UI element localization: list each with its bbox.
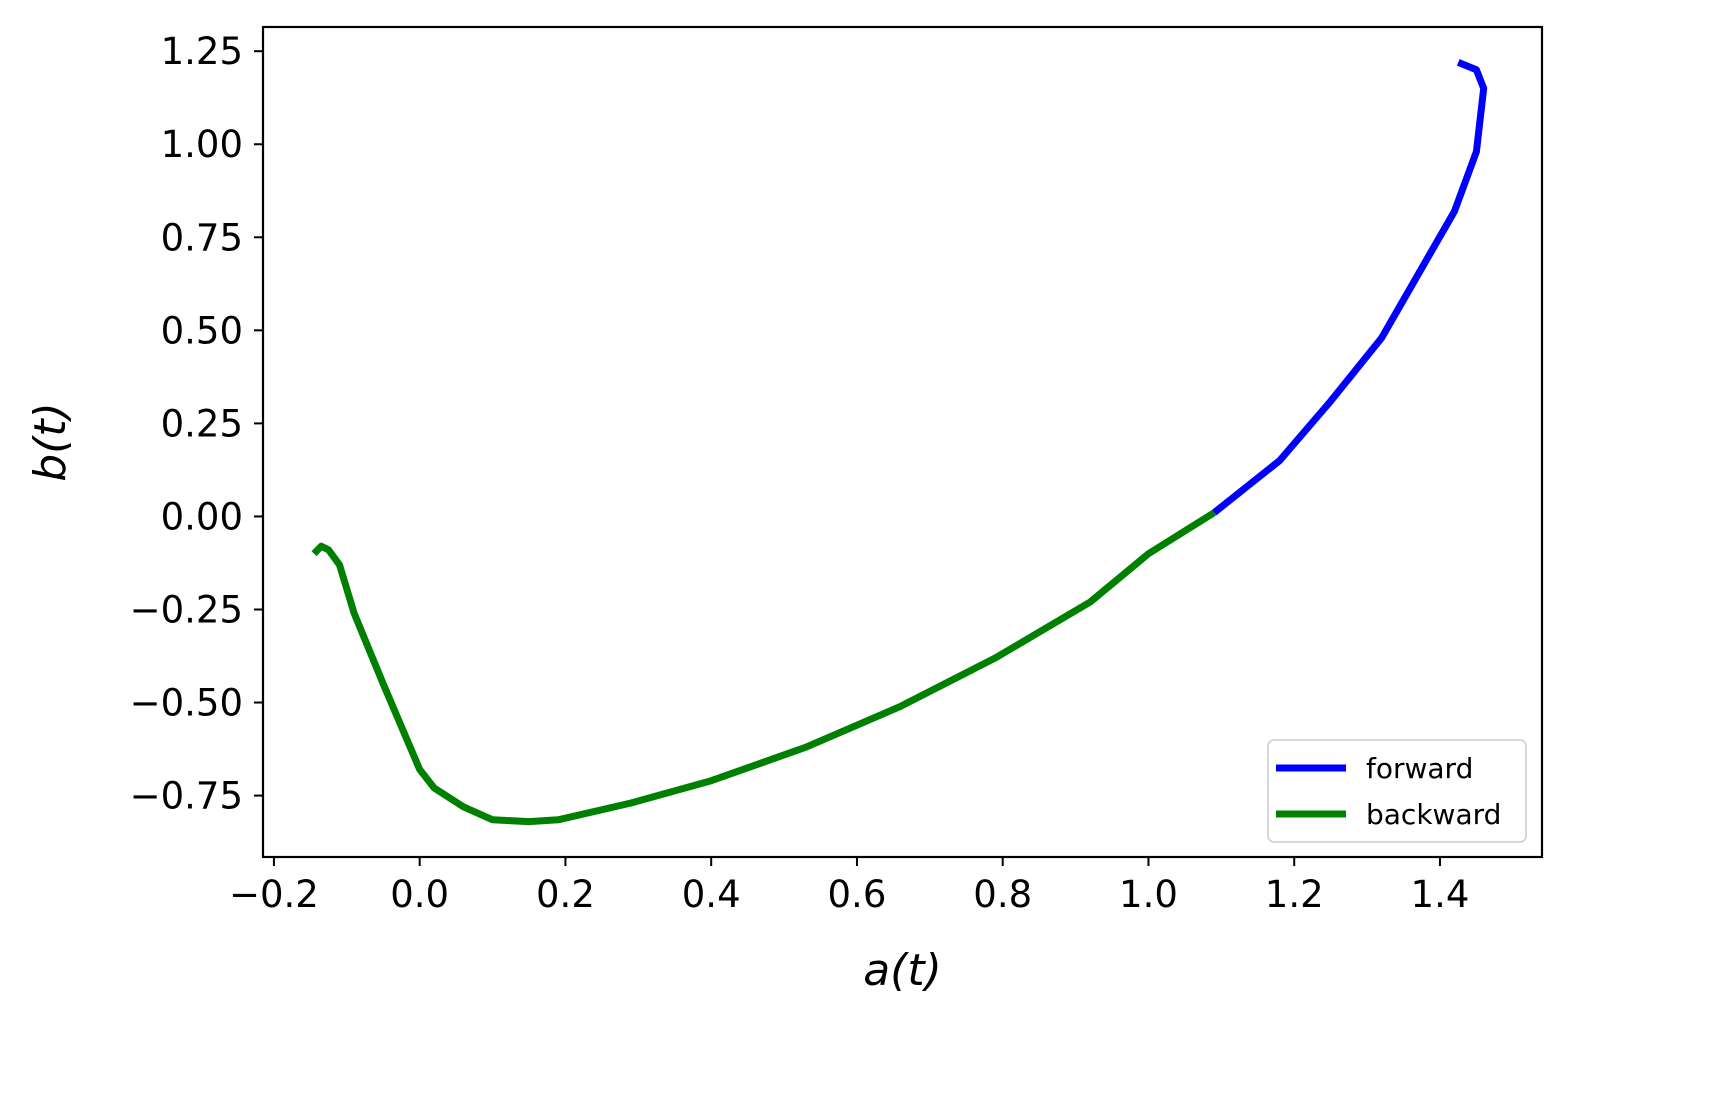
y-axis-label: b(t) xyxy=(25,402,76,482)
x-tick-label: 0.8 xyxy=(973,873,1032,916)
y-tick-label: 0.50 xyxy=(161,309,243,352)
x-tick-label: 1.4 xyxy=(1411,873,1470,916)
y-tick-label: −0.50 xyxy=(130,682,243,725)
series-line-backward xyxy=(311,509,1216,826)
series-line-forward xyxy=(1211,59,1488,516)
y-tick-label: −0.25 xyxy=(130,588,243,631)
axis-ticks: −0.2 0.0 0.2 0.4 0.6 0.8 1.0 1.2 1.4 −0.75 −0.50 −0… xyxy=(130,30,1470,916)
x-tick-label: 0.6 xyxy=(828,873,887,916)
x-axis-label: a(t) xyxy=(863,945,942,996)
x-tick-label: 0.4 xyxy=(682,873,741,916)
legend-label-backward: backward xyxy=(1366,798,1501,831)
plot-data-layer xyxy=(311,59,1488,826)
y-tick-label: 1.25 xyxy=(161,30,243,73)
y-tick-label: 0.00 xyxy=(161,495,243,538)
y-tick-label: 0.25 xyxy=(161,402,243,445)
x-tick-label: 1.2 xyxy=(1265,873,1324,916)
y-tick-label: 1.00 xyxy=(161,123,243,166)
x-tick-label: 0.0 xyxy=(390,873,449,916)
y-tick-label: 0.75 xyxy=(161,216,243,259)
legend: forward backward xyxy=(1267,739,1527,843)
legend-label-forward: forward xyxy=(1366,752,1473,785)
y-tick-label: −0.75 xyxy=(130,775,243,818)
plot-frame xyxy=(261,25,1544,859)
x-tick-label: −0.2 xyxy=(229,873,319,916)
x-tick-label: 0.2 xyxy=(536,873,595,916)
x-tick-label: 1.0 xyxy=(1119,873,1178,916)
